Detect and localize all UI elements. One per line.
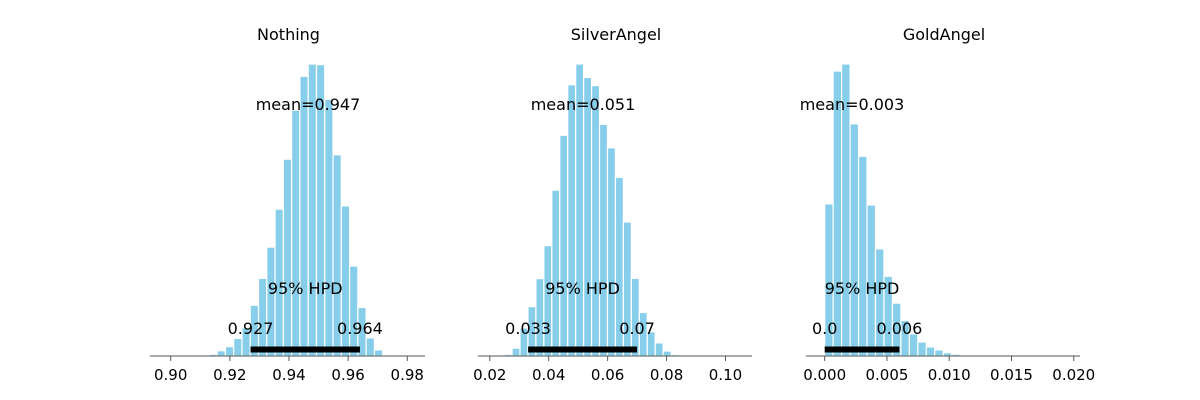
hpd-label: 95% HPD <box>825 279 900 298</box>
histogram-bar <box>216 350 227 357</box>
x-tick-label: 0.005 <box>865 366 908 384</box>
histogram-bar <box>598 123 609 357</box>
x-tick-label: 0.10 <box>709 366 742 384</box>
histogram-bar <box>282 158 293 357</box>
x-tick-label: 0.020 <box>1052 366 1095 384</box>
histogram-bar <box>535 278 545 357</box>
posterior-panel-3: 0.000 0.005 0.010 0.015 0.020 GoldAngel mean=0… <box>800 25 1096 384</box>
histogram-bar <box>511 347 521 357</box>
histogram-bar <box>551 189 561 357</box>
panel-title: Nothing <box>257 25 320 44</box>
hpd-label: 95% HPD <box>545 279 620 298</box>
histogram-bar <box>559 134 569 357</box>
histogram-bar <box>934 349 944 357</box>
x-tick-label: 0.010 <box>928 366 971 384</box>
histogram-bar <box>925 346 936 357</box>
hpd-upper-label: 0.07 <box>619 319 655 338</box>
histogram-bar <box>654 342 664 357</box>
posterior-panel-2: 0.02 0.04 0.06 0.08 0.10 SilverAngel mean=0.05… <box>473 25 752 384</box>
x-tick-label: 0.90 <box>154 366 187 384</box>
mean-annotation: mean=0.051 <box>531 95 636 114</box>
histogram-bar <box>373 349 384 357</box>
histogram-bar <box>543 245 553 357</box>
histogram-bar <box>299 75 309 357</box>
histogram-bar <box>257 277 268 357</box>
hpd-label: 95% HPD <box>268 279 343 298</box>
hpd-lower-label: 0.927 <box>228 319 274 338</box>
x-tick-label: 0.08 <box>650 366 683 384</box>
histogram-bar <box>224 346 235 357</box>
histogram-bar <box>917 341 927 357</box>
x-tick-label: 0.02 <box>473 366 506 384</box>
histogram-bar <box>348 265 359 357</box>
x-tick-label: 0.04 <box>532 366 565 384</box>
x-tick-label: 0.96 <box>331 366 364 384</box>
x-tick-label: 0.94 <box>272 366 305 384</box>
histogram-bar <box>583 76 593 357</box>
mean-annotation: mean=0.947 <box>256 95 361 114</box>
hpd-upper-label: 0.964 <box>337 319 383 338</box>
histogram-bar <box>266 246 276 357</box>
mean-annotation: mean=0.003 <box>800 95 905 114</box>
histogram-bar <box>662 350 672 357</box>
histogram-bar <box>874 248 885 357</box>
x-tick-label: 0.98 <box>391 366 424 384</box>
histogram-bar <box>857 155 868 357</box>
histogram-bar <box>233 337 243 357</box>
x-tick-label: 0.000 <box>803 366 846 384</box>
hpd-lower-label: 0.033 <box>505 319 551 338</box>
histogram-bar <box>849 123 860 357</box>
histogram-bar <box>606 147 617 357</box>
histogram-bar <box>567 84 577 357</box>
histogram-bar <box>630 277 640 357</box>
x-tick-label: 0.015 <box>990 366 1033 384</box>
histogram-bar <box>365 337 376 357</box>
panel-title: GoldAngel <box>903 25 985 44</box>
hpd-upper-label: 0.006 <box>877 319 923 338</box>
histogram-bar <box>291 109 301 357</box>
x-tick-label: 0.92 <box>213 366 246 384</box>
histogram-bar <box>324 98 334 357</box>
x-tick-label: 0.06 <box>591 366 624 384</box>
hpd-lower-label: 0.0 <box>812 319 837 338</box>
posterior-panel-1: 0.90 0.92 0.94 0.96 0.98 Nothing mean=0.947 95%… <box>150 25 425 384</box>
panel-title: SilverAngel <box>571 25 661 44</box>
histogram-bar <box>590 85 601 357</box>
